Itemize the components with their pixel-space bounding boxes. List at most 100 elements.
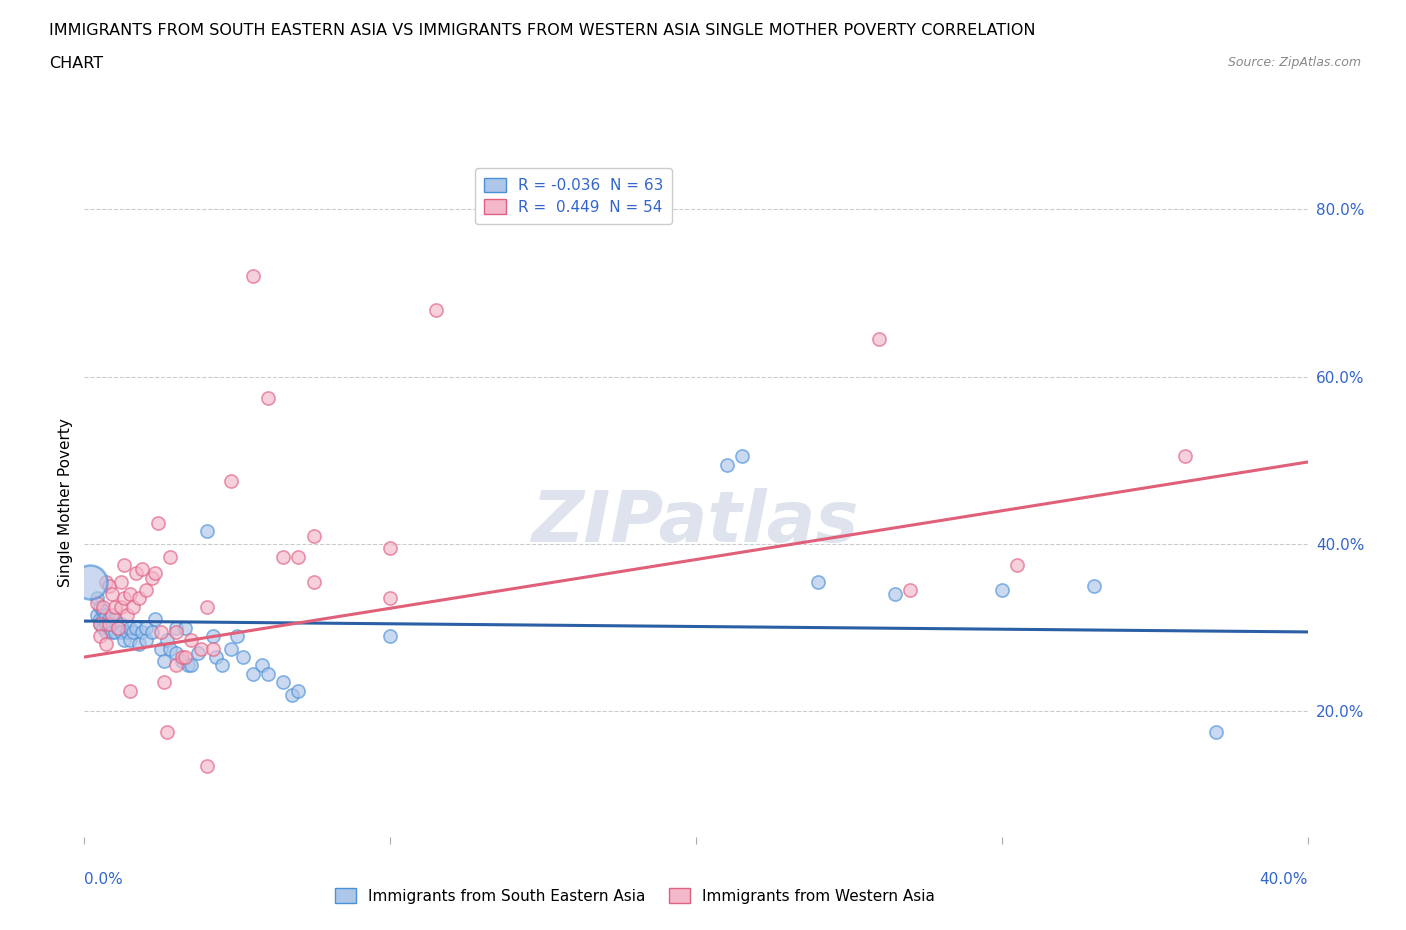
Point xyxy=(201,642,224,657)
Point xyxy=(149,625,172,640)
Point xyxy=(89,612,111,627)
Point xyxy=(110,600,132,615)
Point xyxy=(89,617,111,631)
Point xyxy=(120,620,142,635)
Point xyxy=(898,582,921,598)
Point xyxy=(94,575,117,590)
Point xyxy=(110,625,132,640)
Point xyxy=(302,528,325,543)
Point xyxy=(232,649,254,664)
Point xyxy=(94,625,117,640)
Point xyxy=(94,608,117,623)
Point xyxy=(807,575,830,590)
Point xyxy=(195,525,218,539)
Point xyxy=(180,633,202,648)
Point xyxy=(146,516,169,531)
Point xyxy=(380,629,402,644)
Point xyxy=(86,591,108,606)
Point xyxy=(287,683,309,698)
Point xyxy=(143,565,166,580)
Point xyxy=(125,620,148,635)
Point xyxy=(91,612,114,627)
Point xyxy=(186,645,208,660)
Point xyxy=(120,683,142,698)
Point xyxy=(107,620,129,635)
Point xyxy=(101,625,124,640)
Point xyxy=(110,575,132,590)
Point xyxy=(128,637,150,652)
Point xyxy=(125,565,148,580)
Point xyxy=(165,625,187,640)
Point xyxy=(94,617,117,631)
Point xyxy=(165,620,187,635)
Point xyxy=(159,549,181,564)
Point xyxy=(190,642,212,657)
Point xyxy=(101,587,124,602)
Point xyxy=(91,600,114,615)
Point xyxy=(177,658,200,673)
Point xyxy=(257,391,280,405)
Point xyxy=(219,474,242,489)
Point xyxy=(141,625,163,640)
Point xyxy=(281,687,304,702)
Point xyxy=(110,617,132,631)
Point xyxy=(115,625,138,640)
Point xyxy=(716,458,738,472)
Point xyxy=(141,570,163,585)
Point xyxy=(97,578,120,593)
Point xyxy=(91,604,114,618)
Point xyxy=(131,625,153,640)
Text: IMMIGRANTS FROM SOUTH EASTERN ASIA VS IMMIGRANTS FROM WESTERN ASIA SINGLE MOTHER: IMMIGRANTS FROM SOUTH EASTERN ASIA VS IM… xyxy=(49,23,1036,38)
Point xyxy=(271,549,294,564)
Point xyxy=(79,575,101,590)
Point xyxy=(883,587,905,602)
Point xyxy=(143,612,166,627)
Point xyxy=(1083,578,1105,593)
Point xyxy=(135,633,157,648)
Point xyxy=(219,642,242,657)
Point xyxy=(165,645,187,660)
Point xyxy=(156,633,179,648)
Point xyxy=(112,633,135,648)
Text: ZIPatlas: ZIPatlas xyxy=(533,488,859,557)
Point xyxy=(271,675,294,690)
Point xyxy=(172,649,194,664)
Point xyxy=(97,620,120,635)
Legend: Immigrants from South Eastern Asia, Immigrants from Western Asia: Immigrants from South Eastern Asia, Immi… xyxy=(329,882,941,910)
Point xyxy=(135,620,157,635)
Point xyxy=(174,649,197,664)
Point xyxy=(97,617,120,631)
Point xyxy=(112,558,135,573)
Point xyxy=(195,759,218,774)
Point xyxy=(242,666,264,681)
Point xyxy=(104,625,127,640)
Point xyxy=(120,633,142,648)
Point xyxy=(120,587,142,602)
Point xyxy=(104,612,127,627)
Point xyxy=(101,608,124,623)
Point xyxy=(131,562,153,577)
Point xyxy=(156,725,179,740)
Point xyxy=(1205,725,1227,740)
Point xyxy=(1174,449,1197,464)
Point xyxy=(159,642,181,657)
Point xyxy=(991,582,1014,598)
Point xyxy=(165,658,187,673)
Point xyxy=(122,625,145,640)
Point xyxy=(201,629,224,644)
Point xyxy=(112,591,135,606)
Text: CHART: CHART xyxy=(49,56,103,71)
Point xyxy=(226,629,249,644)
Point xyxy=(869,332,891,347)
Point xyxy=(287,549,309,564)
Point xyxy=(211,658,233,673)
Point xyxy=(94,637,117,652)
Point xyxy=(97,612,120,627)
Point xyxy=(86,608,108,623)
Point xyxy=(89,617,111,631)
Point xyxy=(153,675,176,690)
Point xyxy=(302,575,325,590)
Point xyxy=(242,269,264,284)
Point xyxy=(122,600,145,615)
Point xyxy=(115,608,138,623)
